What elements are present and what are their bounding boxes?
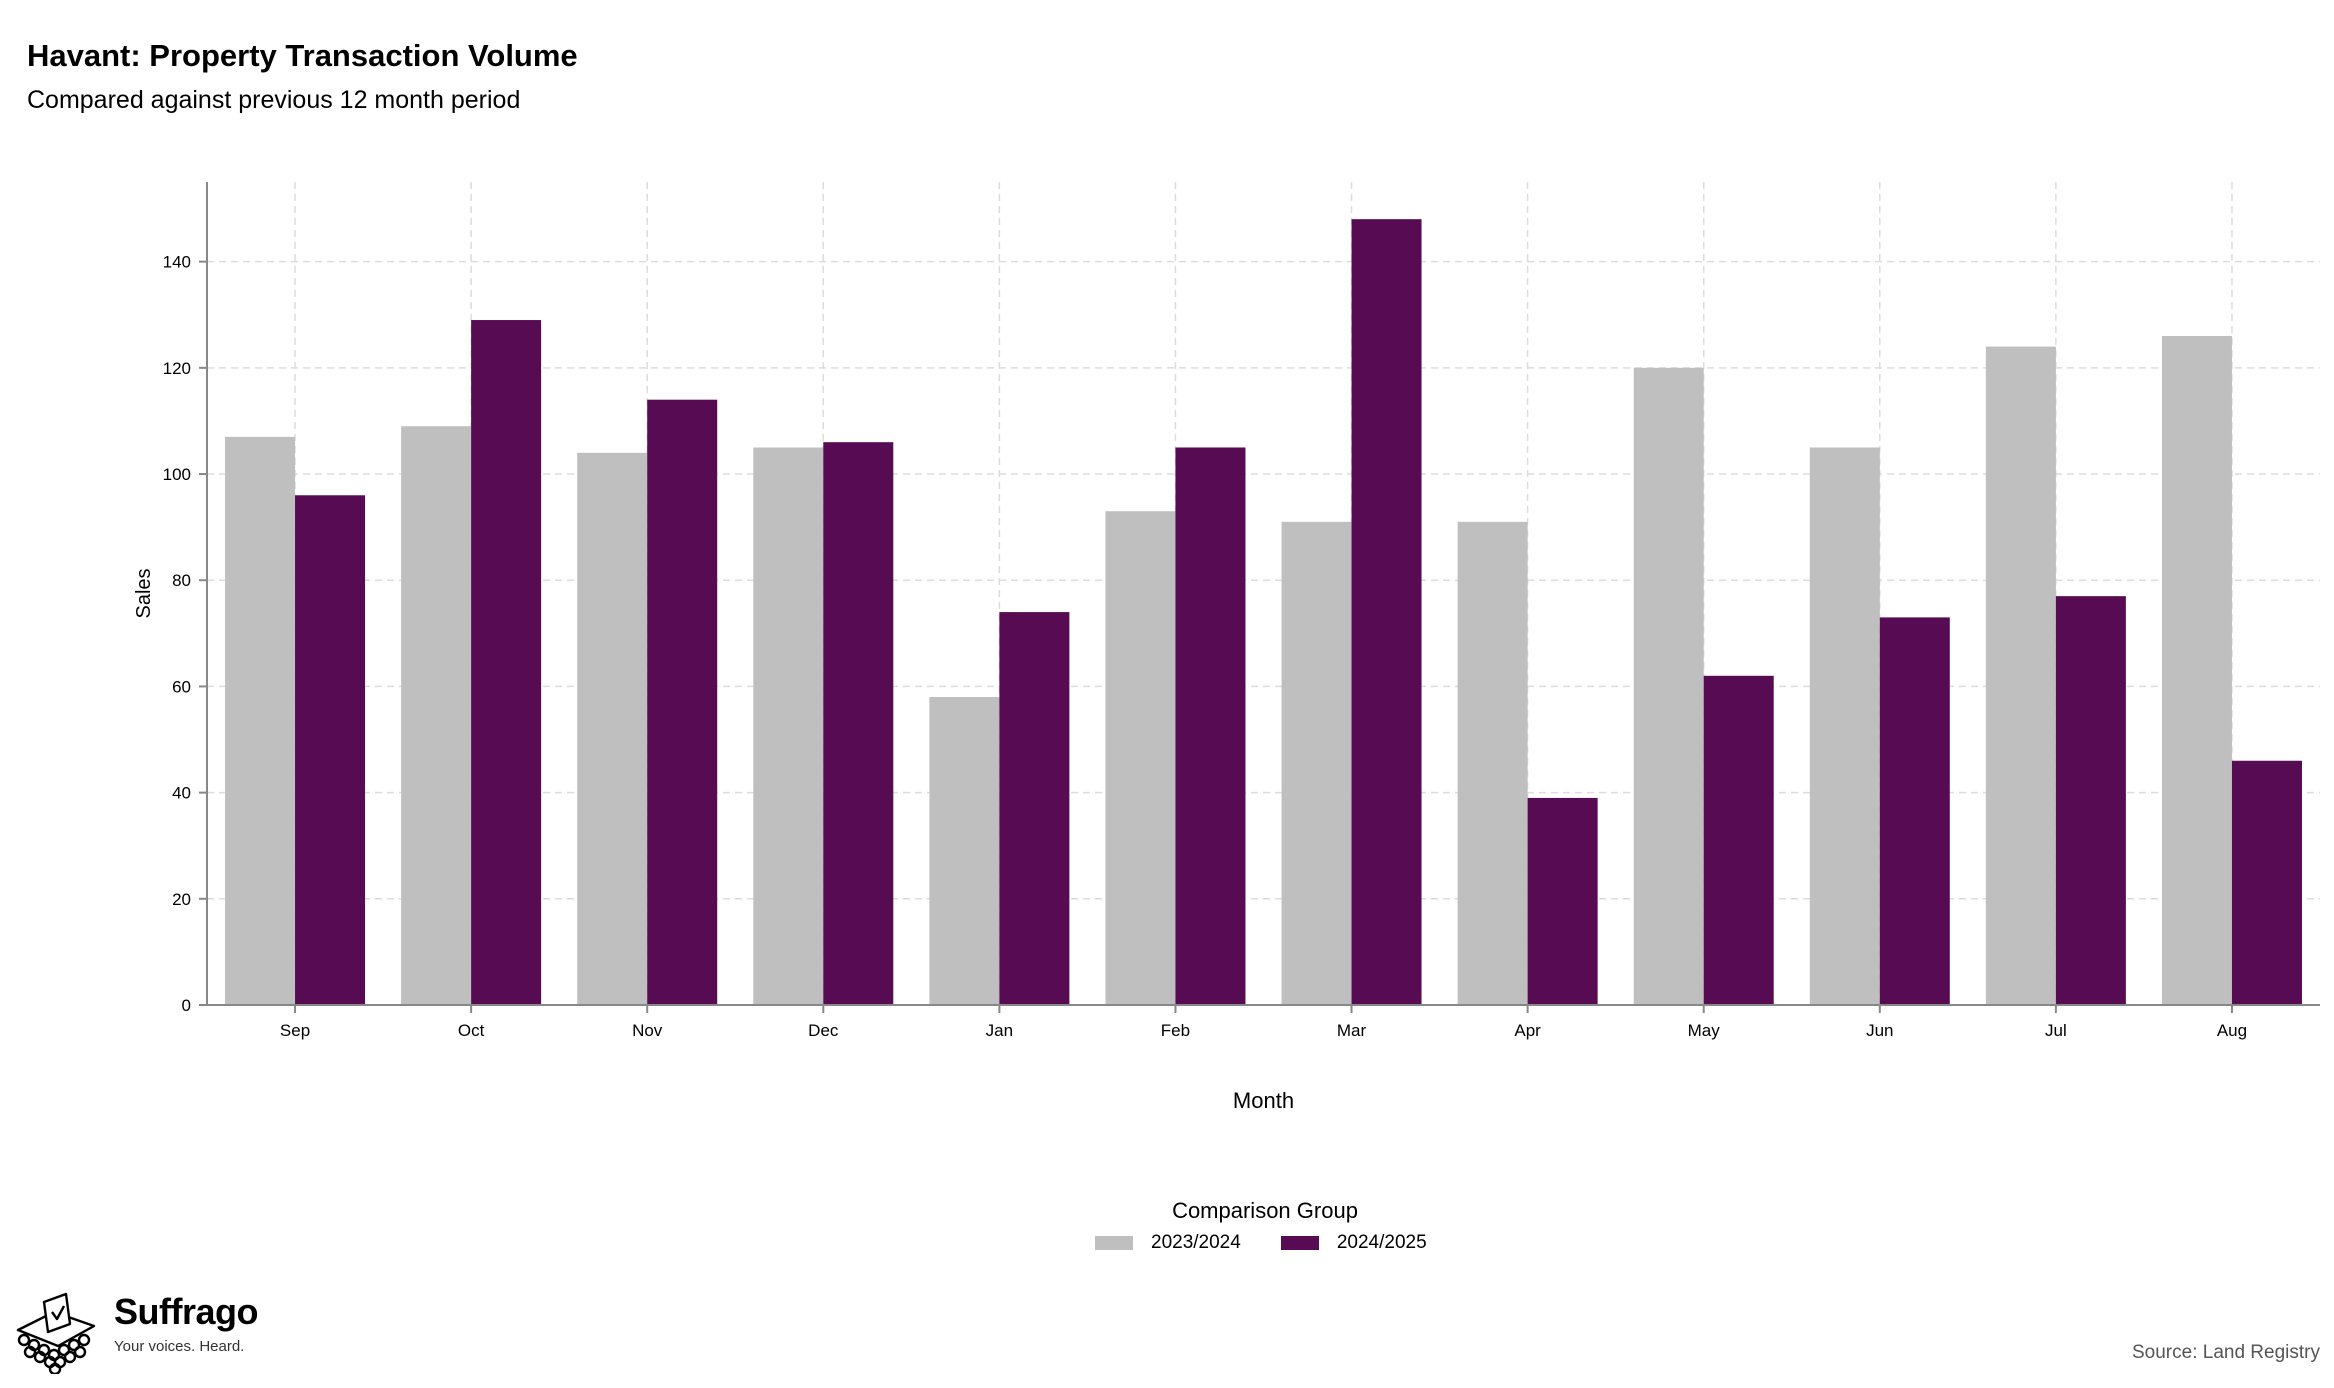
bar-1-nov <box>577 452 648 1005</box>
bar-2-oct <box>471 320 542 1005</box>
y-tick-label: 60 <box>172 677 191 696</box>
bar-2-feb <box>1175 447 1246 1005</box>
legend: 2023/2024 2024/2025 <box>1095 1232 1467 1254</box>
x-tick-label: May <box>1688 1021 1721 1040</box>
legend-item-series-1: 2023/2024 <box>1095 1232 1241 1254</box>
brand-name: Suffrago <box>114 1291 259 1332</box>
bar-1-aug <box>2161 335 2232 1005</box>
bar-1-mar <box>1281 521 1352 1005</box>
x-tick-label: Mar <box>1337 1021 1367 1040</box>
bar-2-may <box>1703 675 1774 1005</box>
bar-1-may <box>1633 367 1704 1005</box>
legend-title: Comparison Group <box>1172 1198 1358 1223</box>
chart-subtitle: Compared against previous 12 month perio… <box>27 86 521 114</box>
x-tick-label: Jul <box>2045 1021 2067 1040</box>
x-tick-label: Aug <box>2217 1021 2247 1040</box>
bar-2-dec <box>823 442 894 1005</box>
bar-1-oct <box>401 426 472 1006</box>
legend-label-series-1: 2023/2024 <box>1151 1232 1241 1253</box>
bar-2-aug <box>2231 760 2302 1005</box>
x-tick-label: Sep <box>280 1021 310 1040</box>
y-tick-label: 0 <box>182 996 191 1015</box>
y-tick-label: 100 <box>163 465 191 484</box>
x-tick-label: Dec <box>808 1021 839 1040</box>
bar-1-jul <box>1985 346 2056 1006</box>
brand-tagline: Your voices. Heard. <box>114 1338 245 1355</box>
bar-1-apr <box>1457 521 1528 1005</box>
y-tick-label: 120 <box>163 359 191 378</box>
y-tick-label: 80 <box>172 571 191 590</box>
bar-2-mar <box>1351 219 1422 1006</box>
bar-1-jun <box>1809 447 1880 1005</box>
y-tick-label: 140 <box>163 253 191 272</box>
y-axis-title: Sales <box>133 568 155 618</box>
x-tick-label: Jan <box>986 1021 1013 1040</box>
x-tick-label: Feb <box>1161 1021 1190 1040</box>
bar-1-sep <box>225 436 296 1005</box>
legend-item-series-2: 2024/2025 <box>1280 1232 1427 1254</box>
y-tick-label: 20 <box>172 890 191 909</box>
bar-1-dec <box>753 447 824 1005</box>
x-tick-label: Nov <box>632 1021 663 1040</box>
x-tick-label: Jun <box>1866 1021 1893 1040</box>
x-tick-label: Apr <box>1514 1021 1541 1040</box>
source-note: Source: Land Registry <box>2132 1342 2320 1363</box>
legend-label-series-2: 2024/2025 <box>1336 1232 1427 1253</box>
bar-1-jan <box>929 697 1000 1005</box>
chart-title: Havant: Property Transaction Volume <box>27 38 578 73</box>
bar-2-sep <box>295 495 366 1005</box>
x-axis-title: Month <box>1233 1088 1294 1113</box>
brand: Suffrago Your voices. Heard. <box>14 1291 259 1374</box>
bar-2-apr <box>1527 797 1598 1005</box>
bar-2-jul <box>2055 596 2126 1005</box>
legend-swatch-series-2 <box>1280 1236 1319 1250</box>
bar-1-feb <box>1105 511 1176 1005</box>
bar-2-jun <box>1879 617 1950 1005</box>
bar-2-nov <box>647 399 718 1005</box>
bar-2-jan <box>999 612 1070 1005</box>
x-tick-label: Oct <box>458 1021 485 1040</box>
legend-swatch-series-1 <box>1095 1236 1133 1250</box>
ballot-box-icon <box>16 1292 96 1374</box>
y-tick-label: 40 <box>172 784 191 803</box>
